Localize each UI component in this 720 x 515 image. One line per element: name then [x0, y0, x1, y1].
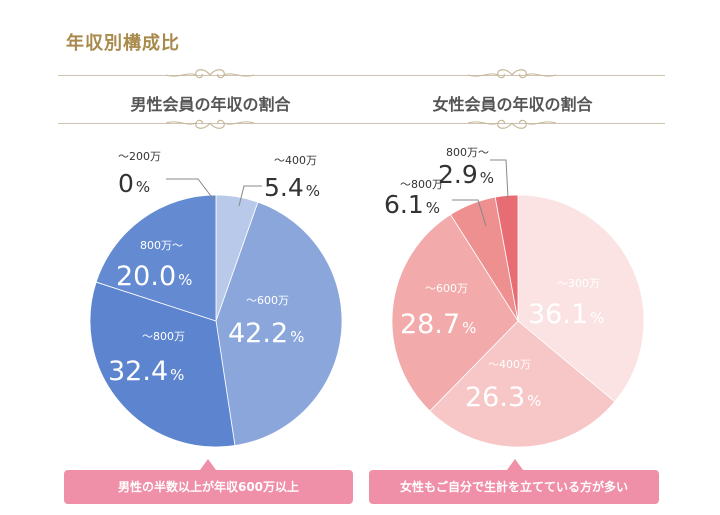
female-leader-line-4: [490, 159, 509, 199]
male-category-label-0: 〜200万: [118, 150, 161, 163]
female-value-label-3: 6.1%: [384, 190, 440, 219]
female-slice-4: [494, 194, 519, 322]
male-value-label-4: 20.0%: [116, 261, 192, 292]
divider: [58, 75, 363, 76]
female-leader-line-3: [452, 199, 487, 227]
male-panel: 男性会員の年収の割合: [58, 58, 363, 508]
female-category-label-1: 〜400万: [488, 358, 531, 371]
female-pie-slices: [391, 194, 645, 448]
female-chart-title: 女性会員の年収の割合: [432, 95, 593, 114]
female-category-label-4: 800万〜: [446, 146, 489, 159]
female-panel: 女性会員の年収の割合: [360, 58, 665, 508]
callout-arrow: [507, 459, 523, 470]
male-category-label-1: 〜400万: [274, 154, 317, 167]
female-value-label-1: 26.3%: [465, 382, 541, 413]
male-category-label-3: 〜800万: [142, 330, 185, 343]
male-slice-3: [89, 281, 236, 448]
male-value-label-0: 0%: [118, 169, 150, 198]
male-callout: 男性の半数以上が年収600万以上: [64, 470, 353, 504]
callout-arrow: [200, 459, 216, 470]
divider: [360, 75, 665, 76]
female-value-label-0: 36.1%: [528, 299, 604, 330]
female-slice-0: [517, 194, 645, 403]
female-category-label-2: 〜600万: [425, 282, 468, 295]
ornament-flourish-icon: [165, 119, 255, 129]
female-value-label-2: 28.7%: [400, 309, 476, 340]
male-slice-2: [215, 201, 343, 447]
male-leader-line-0: [166, 178, 215, 201]
female-category-label-0: 〜300万: [557, 277, 600, 290]
female-value-label-4: 2.9%: [438, 160, 494, 189]
ornament-flourish-icon: [165, 69, 255, 79]
female-slice-2: [391, 214, 519, 412]
ornament-flourish-icon: [467, 119, 557, 129]
male-pie-slices: [89, 194, 343, 448]
male-value-label-3: 32.4%: [108, 356, 184, 387]
female-callout: 女性もご自分で生計を立てている方が多い: [369, 470, 659, 504]
male-category-label-4: 800万〜: [140, 239, 183, 252]
male-value-label-1: 5.4%: [264, 173, 320, 202]
male-slice-4: [95, 194, 217, 322]
male-leader-line-1: [238, 185, 262, 207]
male-chart-title: 男性会員の年収の割合: [130, 95, 291, 114]
ornament-flourish-icon: [467, 69, 557, 79]
male-category-label-2: 〜600万: [246, 294, 289, 307]
page-title: 年収別構成比: [66, 33, 180, 54]
female-category-label-3: 〜800万: [400, 178, 443, 191]
female-slice-1: [429, 320, 616, 448]
male-value-label-2: 42.2%: [228, 318, 304, 349]
